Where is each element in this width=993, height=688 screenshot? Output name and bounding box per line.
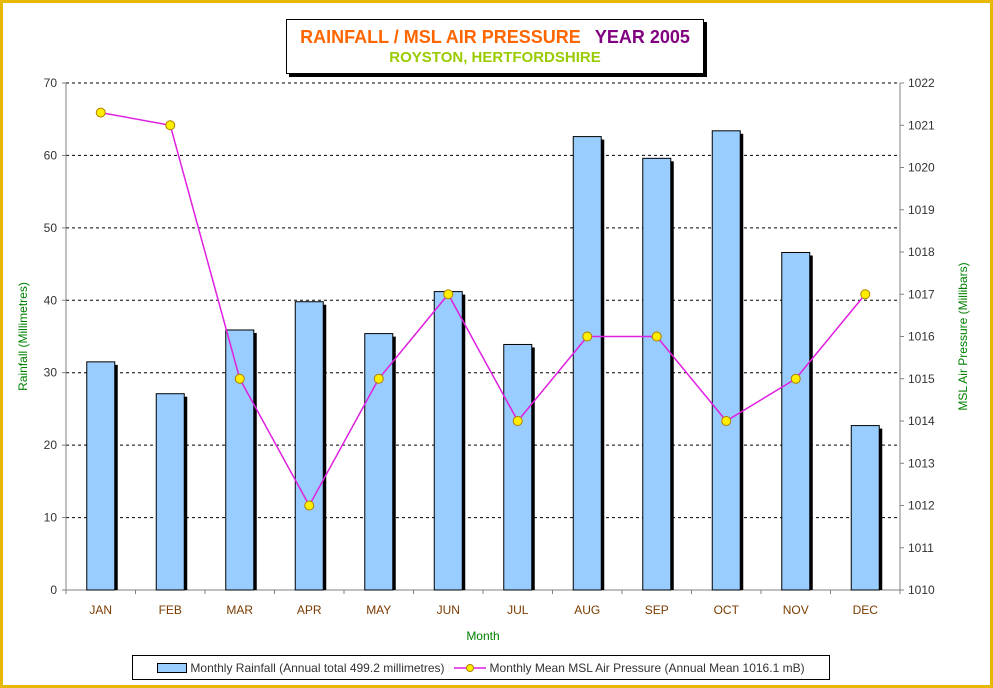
- bar: [503, 343, 533, 591]
- x-tick-label: DEC: [853, 603, 879, 617]
- bar: [850, 425, 880, 591]
- pressure-point: [234, 373, 245, 384]
- chart-subtitle: ROYSTON, HERTFORDSHIRE: [389, 49, 601, 66]
- y-tick-label-right: 1013: [908, 456, 935, 470]
- chart-title-box: RAINFALL / MSL AIR PRESSURE YEAR 2005 ROY…: [286, 19, 704, 74]
- pressure-point: [582, 331, 593, 342]
- chart-title: RAINFALL / MSL AIR PRESSURE YEAR 2005: [287, 26, 703, 48]
- x-tick-label: MAY: [366, 603, 391, 617]
- bar: [642, 157, 672, 591]
- y-tick-label-right: 1011: [908, 541, 934, 555]
- bar: [781, 251, 811, 591]
- legend-bar-swatch: [157, 662, 188, 673]
- y-tick-label-right: 1016: [908, 330, 935, 344]
- pressure-point: [373, 373, 384, 384]
- pressure-point: [165, 120, 176, 131]
- chart-title-year: YEAR 2005: [594, 27, 690, 47]
- y-tick-label-left: 70: [44, 76, 58, 90]
- bar: [572, 136, 602, 591]
- y-tick-label-right: 1019: [908, 203, 935, 217]
- y-tick-label-right: 1014: [908, 414, 935, 428]
- y-tick-label-left: 0: [50, 583, 57, 597]
- pressure-point: [790, 373, 801, 384]
- y-tick-label-right: 1012: [908, 499, 935, 513]
- y-tick-label-left: 50: [44, 221, 58, 235]
- y-tick-label-left: 10: [44, 511, 58, 525]
- legend-label-pressure: Monthly Mean MSL Air Pressure (Annual Me…: [489, 660, 805, 675]
- x-tick-label: JUN: [437, 603, 460, 617]
- pressure-point: [721, 416, 732, 426]
- y-axis-title-left: Rainfall (Millimetres): [16, 282, 30, 391]
- bar: [433, 291, 463, 591]
- x-axis-title: Month: [466, 629, 499, 643]
- x-tick-label: FEB: [159, 603, 182, 617]
- y-tick-label-left: 60: [44, 148, 58, 162]
- pressure-line: [100, 111, 866, 508]
- pressure-point: [443, 289, 454, 300]
- legend-item-pressure: Monthly Mean MSL Air Pressure (Annual Me…: [453, 661, 805, 675]
- x-tick-label: JAN: [89, 603, 112, 617]
- pressure-point: [512, 416, 523, 426]
- y-tick-label-right: 1015: [908, 372, 935, 386]
- bar: [86, 361, 116, 591]
- x-tick-label: NOV: [783, 603, 809, 617]
- bar: [711, 130, 741, 591]
- y-tick-label-left: 30: [44, 366, 58, 380]
- pressure-point: [95, 107, 106, 118]
- y-tick-label-right: 1010: [908, 583, 935, 597]
- bar: [225, 329, 255, 591]
- chart-title-main: RAINFALL / MSL AIR PRESSURE: [300, 27, 581, 47]
- y-tick-label-left: 20: [44, 438, 58, 452]
- bar: [364, 333, 394, 591]
- pressure-point: [304, 500, 315, 511]
- legend-label-rainfall: Monthly Rainfall (Annual total 499.2 mil…: [190, 660, 445, 675]
- legend-item-rainfall: Monthly Rainfall (Annual total 499.2 mil…: [157, 660, 445, 675]
- y-tick-label-left: 40: [44, 293, 58, 307]
- x-tick-label: AUG: [574, 603, 600, 617]
- y-tick-label-right: 1021: [908, 118, 935, 132]
- x-tick-label: OCT: [714, 603, 740, 617]
- x-tick-label: MAR: [226, 603, 253, 617]
- y-tick-label-right: 1022: [908, 76, 935, 90]
- pressure-point: [651, 331, 662, 342]
- y-axis-title-right: MSL Air Pressure (Millibars): [956, 262, 970, 410]
- bar: [294, 301, 324, 591]
- x-tick-label: APR: [297, 603, 322, 617]
- y-tick-label-right: 1018: [908, 245, 935, 259]
- x-tick-label: SEP: [645, 603, 669, 617]
- pressure-point: [860, 289, 871, 300]
- bar: [155, 393, 185, 591]
- legend-line-swatch: [453, 663, 486, 672]
- x-tick-label: JUL: [507, 603, 529, 617]
- chart-legend: Monthly Rainfall (Annual total 499.2 mil…: [132, 655, 830, 680]
- y-tick-label-right: 1017: [908, 287, 935, 301]
- y-tick-label-right: 1020: [908, 161, 935, 175]
